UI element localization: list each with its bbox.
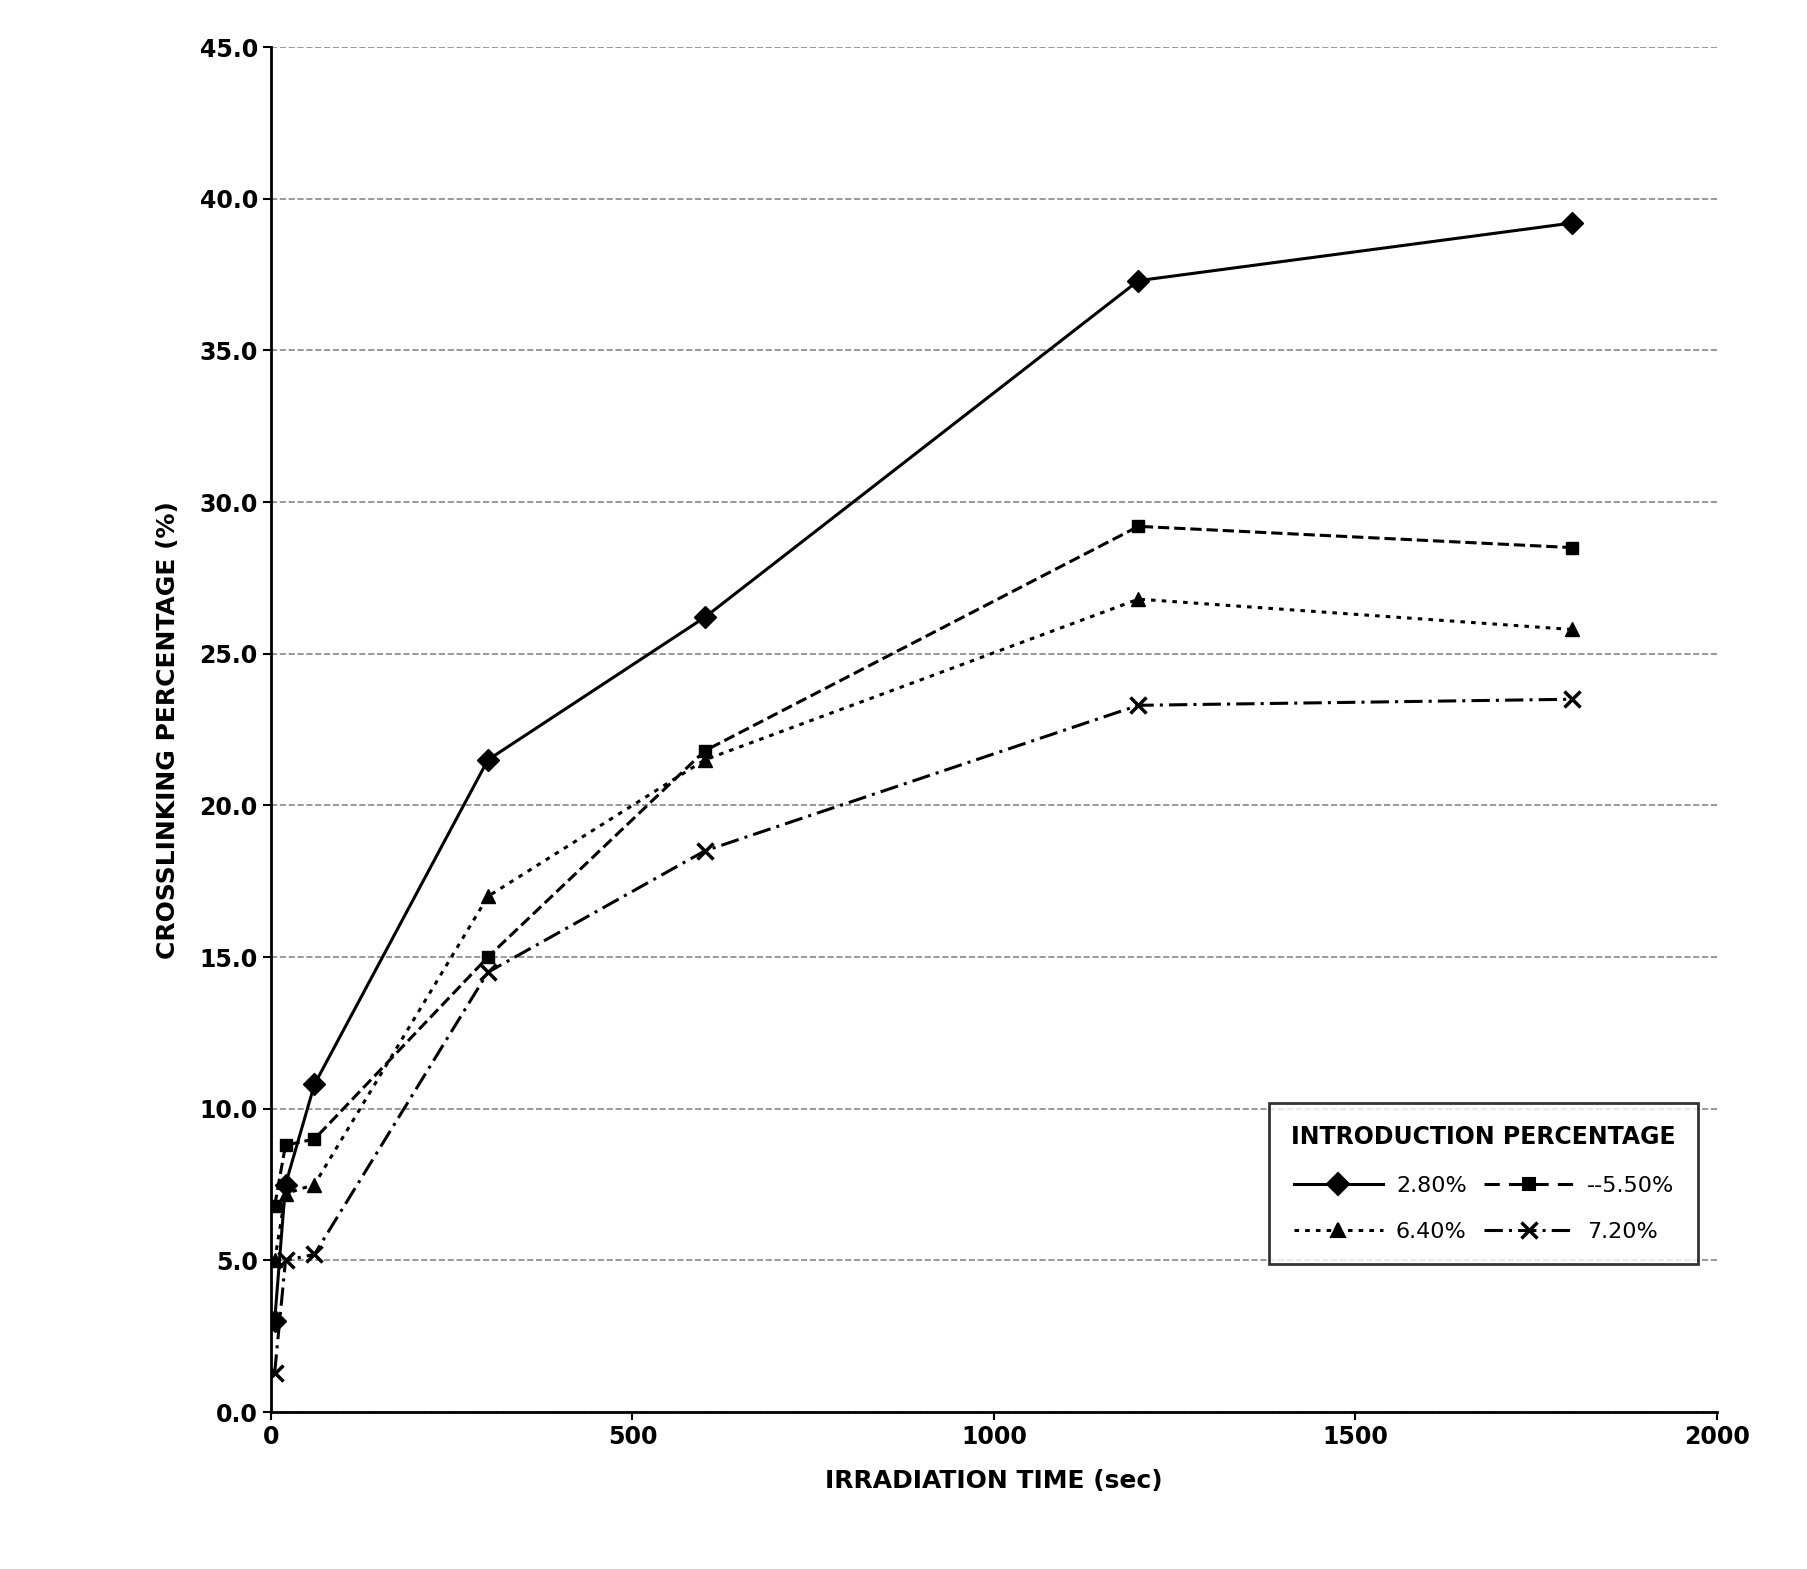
7.20%: [1128, 697, 1149, 715]
Line: 6.40%: 6.40%: [267, 592, 1579, 1268]
Line: 7.20%: 7.20%: [267, 692, 1579, 1381]
5.50%: [477, 948, 499, 967]
7.20%: [694, 841, 716, 860]
2.80%: [1128, 271, 1149, 290]
6.40%: [1128, 590, 1149, 609]
7.20%: [304, 1244, 325, 1263]
7.20%: [1561, 690, 1583, 709]
7.20%: [477, 963, 499, 982]
Line: 2.80%: 2.80%: [267, 215, 1579, 1329]
Line: 5.50%: 5.50%: [269, 519, 1578, 1213]
5.50%: [264, 1197, 286, 1216]
5.50%: [1561, 538, 1583, 557]
2.80%: [1561, 213, 1583, 232]
5.50%: [1128, 516, 1149, 535]
7.20%: [275, 1250, 296, 1269]
6.40%: [304, 1175, 325, 1194]
6.40%: [477, 886, 499, 905]
6.40%: [1561, 620, 1583, 639]
6.40%: [694, 750, 716, 769]
5.50%: [275, 1136, 296, 1155]
X-axis label: IRRADIATION TIME (sec): IRRADIATION TIME (sec): [826, 1469, 1162, 1492]
5.50%: [304, 1130, 325, 1149]
6.40%: [275, 1185, 296, 1203]
6.40%: [264, 1250, 286, 1269]
Y-axis label: CROSSLINKING PERCENTAGE (%): CROSSLINKING PERCENTAGE (%): [155, 501, 181, 959]
2.80%: [477, 750, 499, 769]
2.80%: [264, 1312, 286, 1331]
Legend: 2.80%, 6.40%, --5.50%, 7.20%: 2.80%, 6.40%, --5.50%, 7.20%: [1269, 1103, 1699, 1265]
2.80%: [694, 607, 716, 626]
2.80%: [275, 1175, 296, 1194]
7.20%: [264, 1363, 286, 1382]
2.80%: [304, 1075, 325, 1094]
5.50%: [694, 742, 716, 761]
